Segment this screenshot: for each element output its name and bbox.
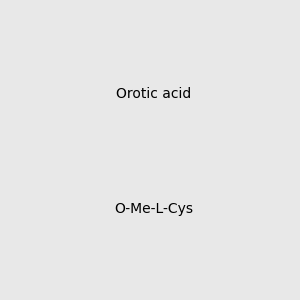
Text: Orotic acid: Orotic acid	[116, 87, 191, 101]
Text: O-Me-L-Cys: O-Me-L-Cys	[114, 202, 193, 216]
